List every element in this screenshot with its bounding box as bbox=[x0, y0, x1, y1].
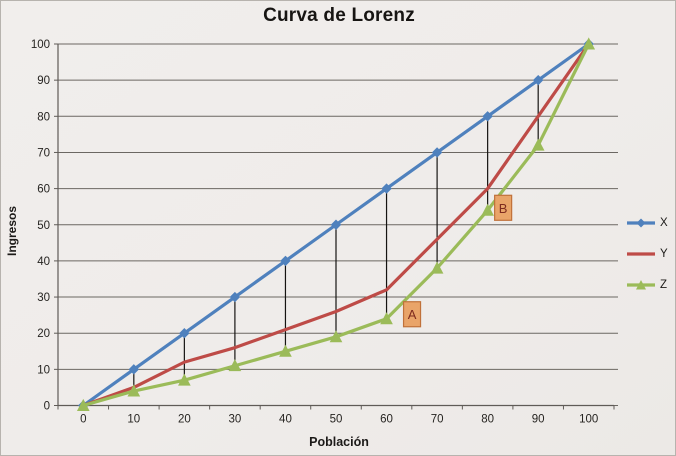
triangle-marker bbox=[76, 398, 90, 411]
y-axis-title: Ingresos bbox=[5, 206, 19, 257]
diamond-marker bbox=[330, 219, 342, 230]
annotation-box-B bbox=[494, 194, 513, 221]
y-tick-label: 0 bbox=[44, 401, 50, 413]
x-tick-label: 80 bbox=[481, 414, 494, 426]
legend-item-Y: Y bbox=[626, 247, 668, 261]
triangle-marker bbox=[582, 37, 596, 50]
y-tick-label: 100 bbox=[31, 39, 50, 51]
diamond-marker bbox=[229, 291, 241, 303]
x-tick-label: 70 bbox=[431, 414, 444, 426]
y-tick-label: 50 bbox=[37, 220, 50, 232]
annotation-label-A: A bbox=[408, 307, 417, 322]
diamond-marker bbox=[179, 327, 190, 339]
y-tick-label: 20 bbox=[37, 328, 50, 340]
x-tick-label: 10 bbox=[127, 414, 140, 426]
triangle-marker bbox=[279, 344, 292, 357]
y-tick-label: 40 bbox=[37, 256, 50, 268]
diamond-marker bbox=[431, 147, 443, 158]
annotation-box-A bbox=[402, 301, 422, 328]
triangle-marker bbox=[228, 359, 242, 372]
triangle-marker bbox=[481, 203, 494, 216]
diamond-marker bbox=[280, 255, 291, 267]
x-tick-label: 50 bbox=[330, 414, 343, 426]
triangle-marker bbox=[531, 138, 545, 151]
legend-key-diamond-icon bbox=[627, 218, 655, 228]
diamond-marker bbox=[482, 111, 493, 122]
x-tick-label: 30 bbox=[229, 414, 242, 426]
y-tick-label: 30 bbox=[37, 292, 50, 304]
legend-key-triangle-icon bbox=[627, 280, 655, 290]
annotation-label-B: B bbox=[499, 201, 508, 216]
triangle-marker bbox=[329, 330, 343, 343]
legend-label-Y: Y bbox=[660, 248, 668, 260]
diamond-marker bbox=[532, 74, 544, 86]
y-tick-label: 90 bbox=[37, 75, 50, 87]
x-tick-label: 60 bbox=[380, 414, 393, 426]
triangle-marker bbox=[178, 373, 191, 386]
legend-item-X: X bbox=[626, 216, 668, 230]
series-line-Y bbox=[81, 42, 591, 408]
x-axis-title: Población bbox=[309, 435, 369, 449]
triangle-marker bbox=[380, 312, 393, 325]
diamond-marker bbox=[381, 183, 392, 194]
triangle-marker bbox=[430, 261, 444, 274]
x-tick-label: 90 bbox=[532, 414, 545, 426]
x-tick-label: 20 bbox=[178, 414, 191, 426]
y-tick-label: 60 bbox=[37, 184, 50, 196]
y-tick-label: 70 bbox=[37, 147, 50, 159]
x-tick-label: 0 bbox=[80, 414, 86, 426]
y-tick-label: 10 bbox=[37, 364, 50, 376]
y-tick-label: 80 bbox=[37, 111, 50, 123]
legend-label-Z: Z bbox=[660, 279, 668, 291]
triangle-marker bbox=[127, 384, 141, 397]
x-tick-label: 100 bbox=[579, 414, 598, 426]
x-tick-label: 40 bbox=[279, 414, 292, 426]
legend-item-Z: Z bbox=[626, 278, 667, 292]
legend-label-X: X bbox=[660, 217, 668, 229]
legend-key-line-icon bbox=[627, 252, 655, 256]
chart-title: Curva de Lorenz bbox=[263, 5, 415, 26]
diamond-marker bbox=[128, 364, 140, 375]
